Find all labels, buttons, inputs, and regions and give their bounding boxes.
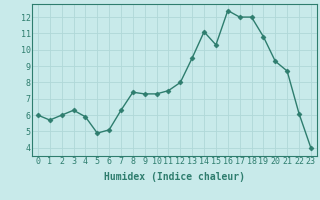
X-axis label: Humidex (Indice chaleur): Humidex (Indice chaleur) bbox=[104, 172, 245, 182]
